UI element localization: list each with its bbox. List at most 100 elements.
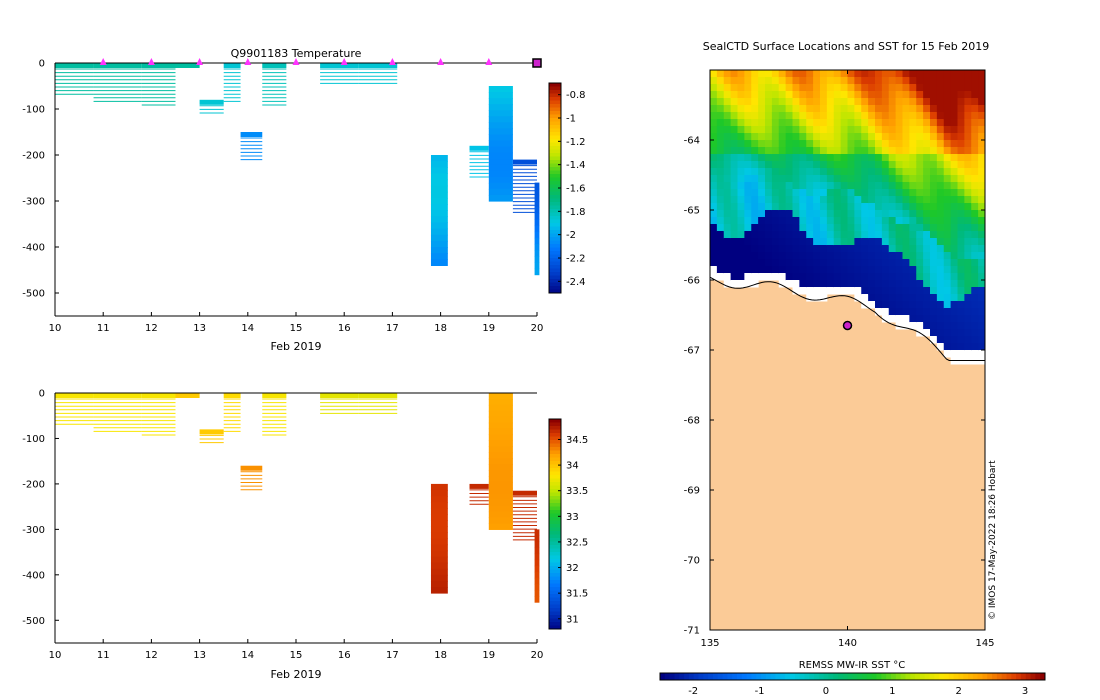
sst-cell <box>765 84 773 92</box>
profile-cell <box>430 167 448 174</box>
sst-cell <box>771 217 780 225</box>
profile-cell <box>534 541 540 549</box>
sst-cell <box>723 182 732 190</box>
sst-cell <box>785 280 793 288</box>
sst-cell <box>785 84 793 92</box>
sst-cell <box>936 126 945 134</box>
sst-cell <box>978 147 986 155</box>
sst-cell <box>847 70 855 78</box>
colorbar-segment <box>549 198 561 203</box>
sst-cell <box>881 175 890 183</box>
sst-cell <box>785 245 793 253</box>
sst-cell <box>971 154 979 162</box>
sst-cell <box>957 70 965 78</box>
sst-cell <box>744 168 752 176</box>
sst-cell <box>833 245 842 253</box>
y-tick-label: -200 <box>22 479 45 490</box>
colorbar-segment <box>679 673 685 680</box>
sst-cell <box>847 77 855 85</box>
sst-cell <box>792 133 800 141</box>
sst-cell <box>833 287 842 295</box>
x-tick-label: 12 <box>145 650 158 661</box>
sst-cell <box>820 294 828 302</box>
sst-cell <box>943 224 952 232</box>
sst-cell <box>909 77 917 85</box>
surface-markers <box>99 58 542 68</box>
profile-cell <box>430 247 448 254</box>
sst-cell <box>895 259 903 267</box>
sst-cell <box>751 217 759 225</box>
colorbar-segment <box>703 673 709 680</box>
sst-cell <box>930 231 938 239</box>
sst-cell <box>950 343 958 351</box>
sst-cell <box>765 189 773 197</box>
surface-marker <box>99 58 107 65</box>
sst-cell <box>964 119 972 127</box>
sst-cell <box>765 245 773 253</box>
profile-13 <box>512 490 537 541</box>
sst-cell <box>868 259 876 267</box>
sst-cell <box>833 252 842 260</box>
sst-cell <box>785 119 793 127</box>
sst-cell <box>847 119 855 127</box>
sst-cell <box>861 238 869 246</box>
sst-cell <box>964 126 972 134</box>
sst-cell <box>854 112 862 120</box>
sst-cell <box>950 315 958 323</box>
sst-cell <box>820 203 828 211</box>
sst-cell <box>730 119 738 127</box>
profile-cell <box>430 253 448 260</box>
sst-cell <box>943 168 952 176</box>
colorbar-segment <box>924 673 930 680</box>
sst-cell <box>936 224 945 232</box>
profile-cell <box>430 179 448 187</box>
colorbar-segment <box>549 107 561 112</box>
sst-cell <box>833 203 842 211</box>
sst-cell <box>840 231 848 239</box>
sst-cell <box>950 322 958 330</box>
sst-cell <box>840 112 848 120</box>
colorbar-segment <box>708 673 714 680</box>
sst-cell <box>854 147 862 155</box>
colorbar-segment <box>741 673 748 680</box>
sst-cell <box>909 91 917 99</box>
colorbar-segment <box>775 673 781 680</box>
sst-cell <box>737 168 745 176</box>
sst-cell <box>744 105 752 113</box>
sst-cell <box>744 154 752 162</box>
sst-cell <box>971 315 979 323</box>
sst-cell <box>826 196 835 204</box>
profile-cell <box>430 496 448 503</box>
colorbar-tick-label: -1.4 <box>566 160 586 171</box>
sst-cell <box>957 196 965 204</box>
sst-cell <box>847 126 855 134</box>
sst-cell <box>737 189 745 197</box>
sst-cell <box>888 112 897 120</box>
sst-cell <box>936 308 945 316</box>
sst-cell <box>916 217 924 225</box>
sst-cell <box>840 189 848 197</box>
sst-cell <box>895 161 903 169</box>
sst-cell <box>936 119 945 127</box>
colorbar-segment <box>958 673 964 680</box>
sst-cell <box>930 140 938 148</box>
sst-cell <box>902 287 910 295</box>
sst-cell <box>909 245 917 253</box>
sst-cell <box>792 280 800 288</box>
sst-cell <box>861 273 869 281</box>
sst-cell <box>895 140 903 148</box>
sst-cell <box>813 98 821 106</box>
sst-cell <box>909 175 917 183</box>
sst-cell <box>854 231 862 239</box>
sst-cell <box>854 84 862 92</box>
sst-cell <box>778 231 787 239</box>
sst-cell <box>971 175 979 183</box>
sst-cell <box>854 126 862 134</box>
sst-cell <box>792 119 800 127</box>
sst-cell <box>936 168 945 176</box>
sst-cell <box>957 77 965 85</box>
sst-cell <box>723 119 732 127</box>
sst-cell <box>799 168 807 176</box>
sst-cell <box>964 231 972 239</box>
sst-cell <box>813 280 821 288</box>
